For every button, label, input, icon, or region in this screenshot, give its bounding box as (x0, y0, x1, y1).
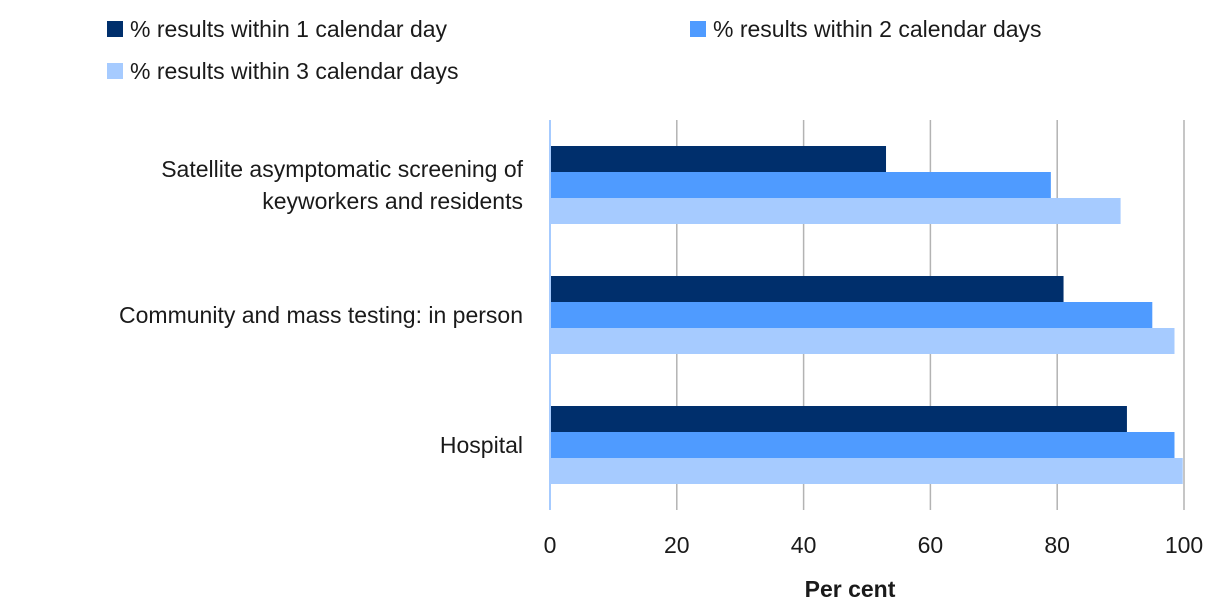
category-label: Satellite asymptomatic screening of keywo… (161, 156, 523, 214)
x-tick-label: 20 (664, 532, 690, 558)
x-tick-label: 40 (791, 532, 817, 558)
bar (550, 458, 1183, 484)
x-tick-labels: 0 20 40 60 80 100 (544, 532, 1204, 558)
bar (550, 198, 1121, 224)
legend-label: % results within 1 calendar day (130, 16, 448, 42)
x-axis-title: Per cent (805, 576, 896, 602)
legend-swatch (107, 63, 123, 79)
x-tick-label: 0 (544, 532, 557, 558)
bar (550, 302, 1153, 328)
category-label: Community and mass testing: in person (119, 302, 523, 328)
category-labels: Satellite asymptomatic screening of keywo… (119, 156, 524, 458)
bar (550, 328, 1175, 354)
bar (550, 406, 1127, 432)
legend-label: % results within 3 calendar days (130, 58, 459, 84)
legend-swatch (107, 21, 123, 37)
bar (550, 276, 1064, 302)
legend-label: % results within 2 calendar days (713, 16, 1042, 42)
bar (550, 146, 887, 172)
legend: % results within 1 calendar day % results… (107, 16, 1042, 84)
bars (550, 146, 1183, 484)
x-tick-label: 100 (1165, 532, 1203, 558)
bar (550, 432, 1175, 458)
category-label: Hospital (440, 432, 523, 458)
legend-swatch (690, 21, 706, 37)
x-tick-label: 80 (1044, 532, 1070, 558)
x-tick-label: 60 (918, 532, 944, 558)
bar (550, 172, 1051, 198)
